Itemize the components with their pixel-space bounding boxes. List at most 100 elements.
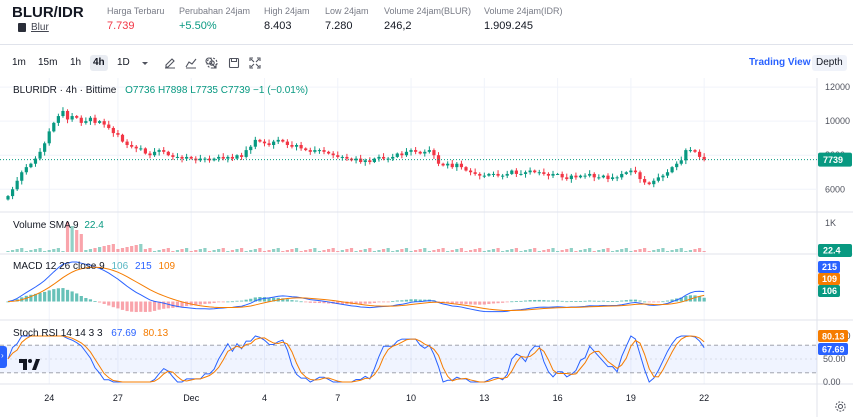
macd-histogram-bar [633, 299, 638, 302]
expand-handle[interactable]: › [0, 346, 7, 368]
candle-body [258, 139, 262, 142]
macd-histogram-bar [107, 301, 111, 306]
macd-histogram-bar [120, 301, 125, 310]
volume-bar [597, 250, 601, 252]
volume-bar [533, 248, 537, 252]
candle-body [143, 148, 147, 154]
volume-bar [33, 249, 38, 252]
volume-bar [10, 250, 15, 252]
candle-body [473, 172, 477, 174]
coin-name-link[interactable]: Blur [31, 22, 49, 33]
candle-body [102, 121, 106, 125]
timeframe-1d[interactable]: 1D [117, 57, 130, 68]
macd-histogram-bar [578, 300, 583, 302]
macd-histogram-bar [152, 301, 157, 311]
volume-bar [281, 251, 285, 252]
main-legend-title: BLURIDR · 4h · Bittime [13, 85, 117, 96]
volume-bar [610, 251, 615, 252]
volume-bar [276, 248, 280, 252]
volume-bar [606, 248, 610, 252]
volume-bar [308, 249, 312, 252]
dropdown-caret-icon[interactable] [138, 56, 152, 70]
macd-histogram-bar [464, 301, 468, 305]
stat-last-price: Harga Terbaru 7.739 [107, 6, 164, 32]
volume-bar [285, 250, 289, 252]
chart-canvas[interactable]: 60008000100001200077391K22.42151091060.0… [0, 78, 853, 417]
macd-histogram-bar [281, 298, 285, 302]
macd-histogram-bar [235, 300, 239, 302]
pencil-icon[interactable] [163, 56, 177, 70]
volume-bar [688, 250, 693, 252]
candle-body [56, 116, 60, 123]
timeframe-1m[interactable]: 1m [12, 57, 26, 68]
candle-body [560, 173, 564, 178]
candle-body [340, 156, 344, 158]
macd-histogram-bar [52, 289, 56, 302]
volume-bar [395, 250, 399, 252]
indicator-icon[interactable] [184, 56, 198, 70]
candle-body [267, 143, 271, 145]
pair-title[interactable]: BLUR/IDR [12, 4, 84, 21]
candle-body [381, 156, 386, 159]
macd-histogram-bar [290, 300, 294, 302]
fullscreen-icon[interactable] [248, 56, 262, 70]
volume-bar [377, 250, 381, 252]
volume-bar [294, 248, 299, 252]
candle-body [130, 145, 134, 147]
volume-bar [432, 250, 436, 252]
candle-body [207, 158, 212, 161]
trading-view-button[interactable]: Trading View [749, 57, 811, 68]
candle-body [120, 134, 125, 142]
volume-bar [615, 250, 619, 252]
candle-body [322, 150, 326, 152]
stoch-legend-name[interactable]: Stoch RSI 14 14 3 3 [13, 328, 103, 339]
macd-histogram-bar [313, 301, 317, 303]
candle-body [226, 156, 230, 159]
candle-body [601, 175, 605, 178]
gear-icon[interactable] [205, 56, 219, 70]
candle-body [38, 151, 42, 159]
volume-bar [189, 251, 193, 252]
candle-body [597, 177, 601, 179]
stat-label: Volume 24jam(IDR) [484, 6, 563, 16]
volume-legend-value: 22.4 [84, 220, 104, 231]
candle-body [652, 180, 656, 185]
macd-histogram-bar [29, 294, 33, 302]
volume-bar [386, 248, 390, 252]
volume-bar [171, 251, 175, 252]
candle-body [528, 170, 532, 173]
volume-bar [400, 249, 404, 252]
volume-bar [620, 249, 624, 252]
tradingview-logo-icon [19, 359, 40, 370]
volume-bar [111, 244, 115, 252]
volume-bar [345, 249, 349, 252]
candle-body [629, 170, 633, 173]
volume-bar [180, 249, 184, 252]
chart-container[interactable]: 60008000100001200077391K22.42151091060.0… [0, 78, 853, 417]
candle-body [294, 145, 299, 147]
stoch-axis-tick: 50.00 [823, 354, 846, 364]
volume-bar [327, 249, 331, 252]
timeframe-1h[interactable]: 1h [70, 57, 82, 68]
timeframe-15m[interactable]: 15m [38, 57, 58, 68]
macd-histogram-bar [134, 301, 138, 313]
stoch-d-value: 80.13 [143, 328, 169, 339]
candle-body [24, 167, 28, 173]
candle-body [510, 170, 514, 174]
macd-legend-name[interactable]: MACD 12 26 close 9 [13, 261, 105, 272]
timeframe-4h[interactable]: 4h [90, 55, 108, 71]
chart-settings-gear-icon[interactable] [834, 400, 847, 413]
macd-histogram-bar [638, 300, 642, 302]
volume-bar [565, 249, 569, 252]
macd-histogram-bar [684, 295, 688, 302]
macd-histogram-bar [546, 300, 551, 302]
candle-body [377, 156, 381, 159]
macd-axis-badge [818, 285, 840, 297]
candle-body [363, 160, 367, 163]
stat-label: High 24jam [264, 6, 310, 16]
depth-button[interactable]: Depth [812, 55, 847, 71]
macd-histogram-bar [601, 300, 605, 302]
save-icon[interactable] [227, 56, 241, 70]
volume-axis-tick: 1K [825, 218, 836, 228]
volume-legend-name[interactable]: Volume SMA 9 [13, 220, 79, 231]
